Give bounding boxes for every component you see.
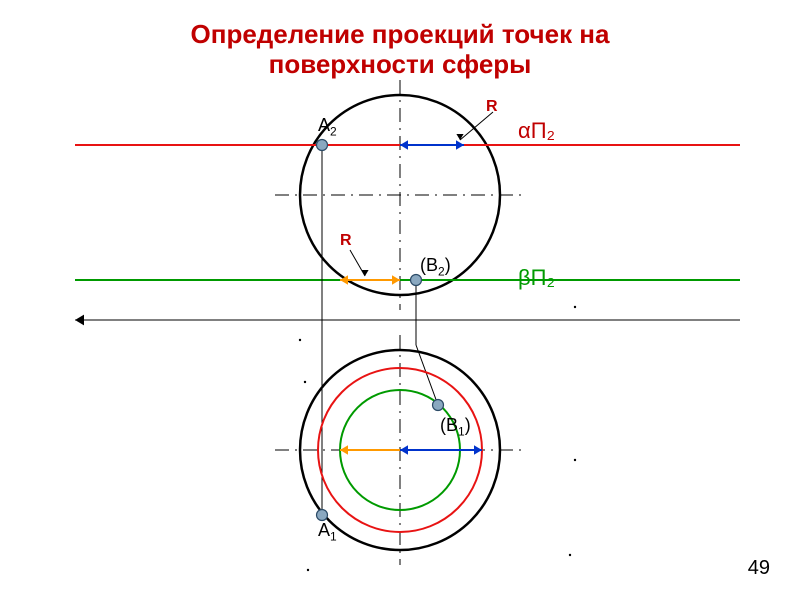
label-r-upper: R — [486, 98, 498, 116]
page-number: 49 — [748, 557, 770, 580]
label-alpha: αП₂ — [518, 118, 555, 144]
diagram-stage: Определение проекций точек на поверхност… — [0, 0, 800, 600]
label-r-mid: R — [340, 232, 352, 250]
label-beta: βП₂ — [518, 265, 555, 291]
label-a1: A1 — [318, 520, 337, 544]
label-b2: (B2) — [420, 255, 451, 279]
label-a2: A2 — [318, 115, 337, 139]
label-b1: (B1) — [440, 415, 471, 439]
diagram-svg — [0, 0, 800, 600]
